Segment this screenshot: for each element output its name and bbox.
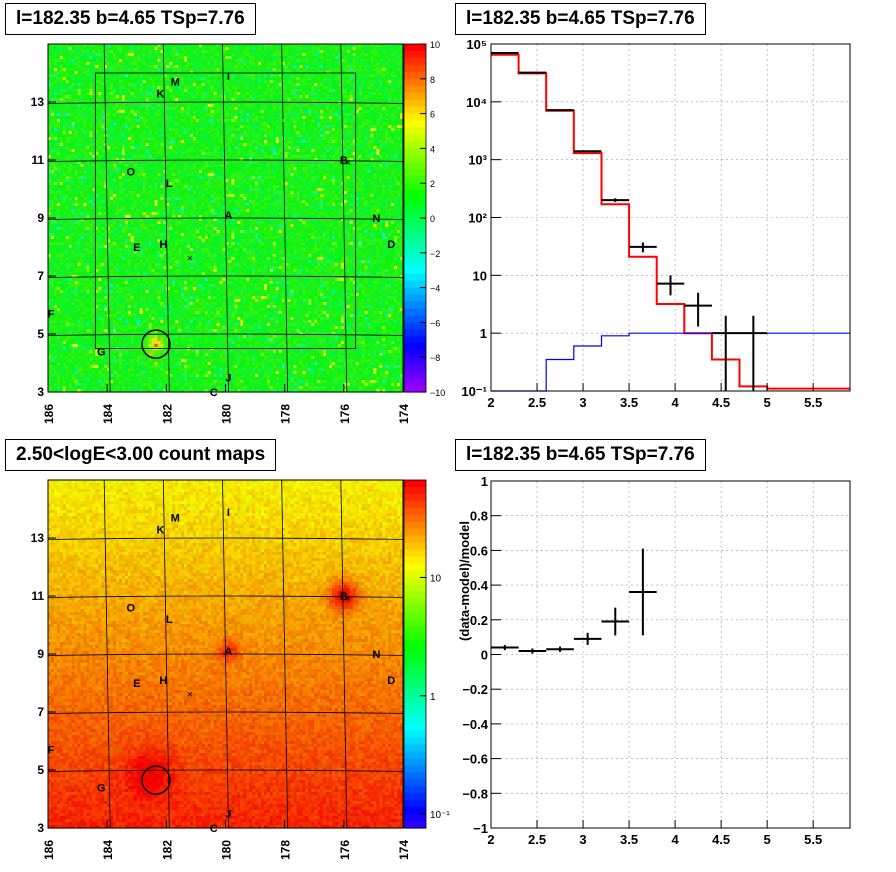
chart-canvas: IMKBOLA NE H DFGJC××186 184 182 180 178 176 17457… — [0, 0, 896, 872]
